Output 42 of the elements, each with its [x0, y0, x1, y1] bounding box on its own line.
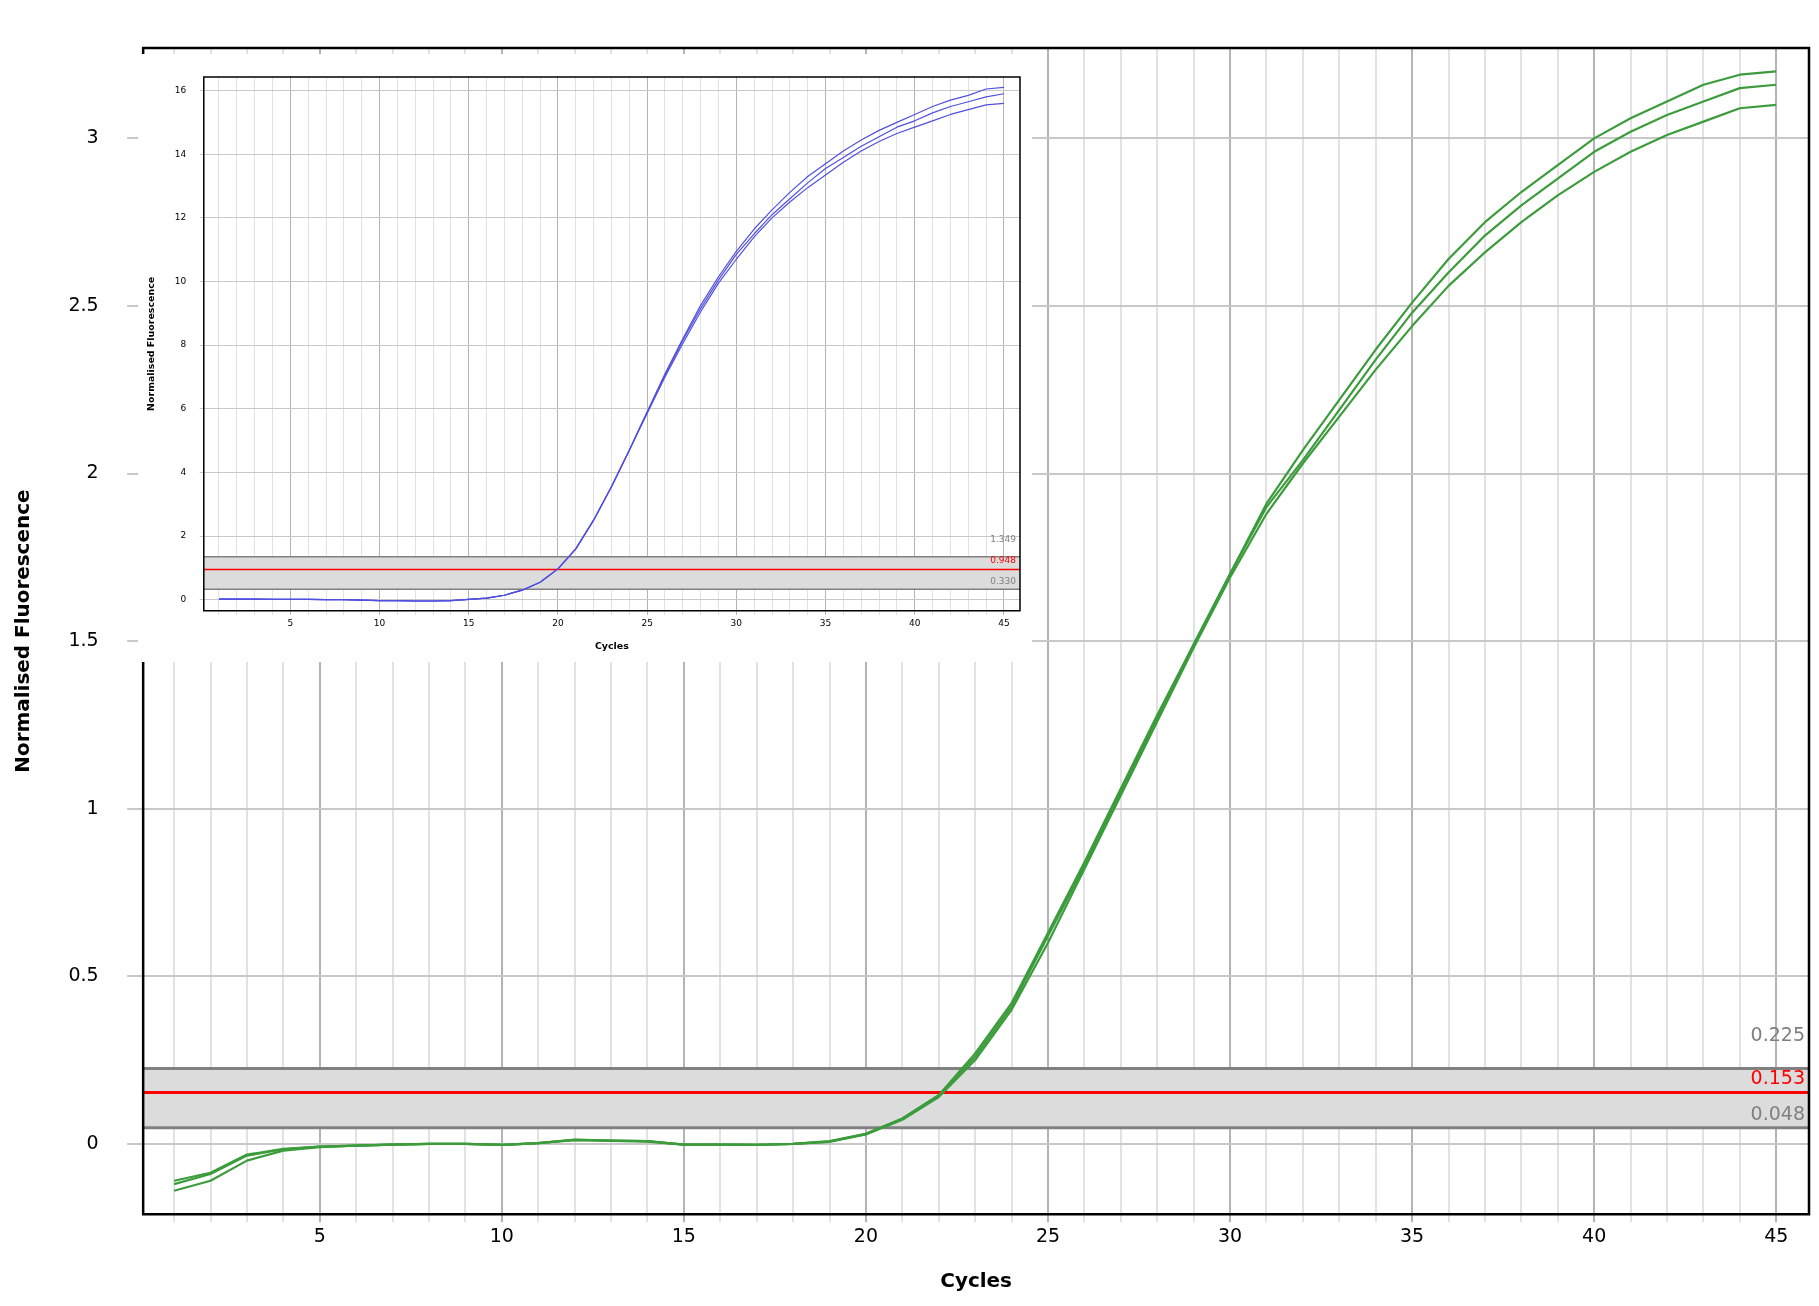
x-tick-label: 40: [909, 617, 921, 628]
x-tick-label: 10: [489, 1223, 514, 1246]
x-tick-label: 10: [373, 617, 386, 628]
x-tick-label: 20: [552, 617, 564, 628]
x-axis-title: Cycles: [594, 639, 630, 651]
y-tick-label: 0: [86, 1130, 99, 1153]
x-tick-label: 25: [641, 617, 653, 628]
ref-line-label: 0.048: [1750, 1102, 1805, 1125]
y-axis-title: Normalised Fluorescence: [145, 276, 157, 411]
y-tick-label: 2: [86, 460, 99, 483]
y-tick-label: 1.5: [68, 628, 99, 651]
x-tick-label: 15: [671, 1223, 696, 1246]
x-tick-label: 35: [1400, 1223, 1425, 1246]
x-tick-label: 5: [313, 1223, 326, 1246]
ref-line-label: 0.948: [990, 555, 1017, 566]
x-tick-label: 45: [1764, 1223, 1789, 1246]
y-tick-label: 10: [174, 275, 187, 286]
y-tick-label: 14: [174, 148, 187, 159]
x-tick-label: 35: [819, 617, 832, 628]
x-axis-title: Cycles: [940, 1268, 1012, 1293]
x-tick-label: 15: [463, 617, 475, 628]
y-axis-title: Normalised Fluorescence: [10, 489, 35, 773]
y-tick-label: 1: [86, 795, 99, 818]
y-tick-label: 4: [180, 466, 187, 477]
y-tick-label: 8: [180, 339, 187, 350]
y-tick-label: 16: [174, 84, 187, 95]
y-tick-label: 12: [174, 212, 187, 223]
x-tick-label: 5: [287, 617, 294, 628]
y-tick-label: 0.5: [68, 963, 99, 986]
y-tick-label: 3: [86, 125, 99, 148]
x-tick-label: 25: [1035, 1223, 1061, 1246]
y-tick-label: 2: [180, 530, 187, 541]
ref-line-label: 0.153: [1750, 1066, 1805, 1089]
y-tick-label: 2.5: [68, 292, 99, 315]
y-tick-label: 6: [180, 403, 187, 414]
x-tick-label: 40: [1582, 1223, 1607, 1246]
y-tick-label: 0: [180, 594, 187, 605]
x-tick-label: 20: [853, 1223, 879, 1246]
x-tick-label: 45: [998, 617, 1010, 628]
ref-line-label: 0.330: [990, 576, 1017, 587]
x-tick-label: 30: [1217, 1223, 1243, 1246]
x-tick-label: 30: [730, 617, 743, 628]
